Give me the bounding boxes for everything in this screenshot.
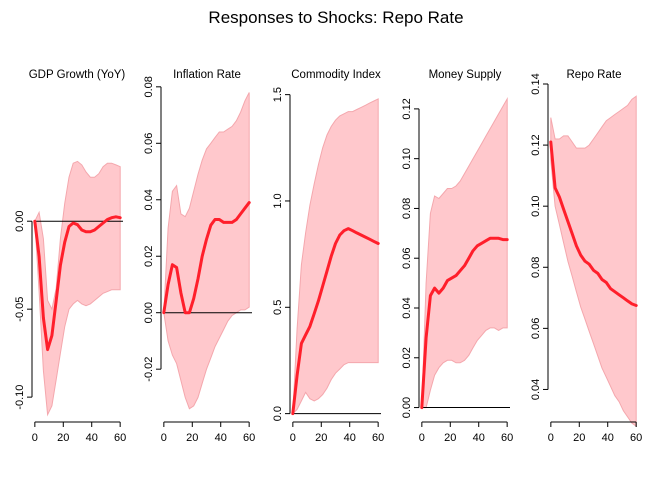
x-tick-label: 60 — [372, 432, 384, 444]
x-tick-label: 40 — [602, 432, 614, 444]
panel-title: Inflation Rate — [173, 69, 241, 81]
panel-commodity-index: Commodity Index 0.0 0.5 1.0 1.5 0 20 40 60 — [272, 69, 384, 444]
panel-title: Money Supply — [429, 69, 502, 81]
y-tick-label: 0.00 — [14, 211, 26, 232]
panel-gdp-growth: GDP Growth (YoY) -0.10 -0.05 0.00 0 20 40 60 — [14, 69, 126, 444]
response-line — [420, 236, 509, 410]
x-tick-label: 60 — [114, 432, 126, 444]
panel-repo-rate: Repo Rate 0.04 0.06 0.08 0.10 0.12 0.14 0 20 40 6… — [530, 69, 642, 444]
y-tick-label: -0.05 — [14, 297, 26, 322]
y-tick-label: 1.5 — [272, 87, 284, 102]
confidence-band — [34, 160, 121, 417]
x-tick-label: 0 — [548, 432, 554, 444]
confidence-band — [292, 98, 379, 415]
x-tick-label: 0 — [161, 432, 167, 444]
x-tick-label: 40 — [86, 432, 98, 444]
y-tick-label: 0.10 — [401, 148, 413, 169]
x-tick-label: 0 — [32, 432, 38, 444]
x-tick-label: 20 — [315, 432, 327, 444]
panel-title: GDP Growth (YoY) — [29, 69, 126, 81]
y-tick-label: 0.5 — [272, 300, 284, 315]
confidence-band — [163, 92, 250, 410]
y-tick-label: 0.08 — [530, 257, 542, 278]
x-tick-label: 40 — [473, 432, 485, 444]
x-tick-label: 20 — [573, 432, 585, 444]
response-line — [33, 215, 122, 352]
y-tick-label: 0.06 — [401, 248, 413, 269]
x-tick-label: 40 — [344, 432, 356, 444]
y-tick-label: -0.02 — [143, 357, 155, 382]
y-tick-label: 0.04 — [401, 297, 413, 318]
y-tick-label: 0.04 — [143, 189, 155, 210]
figure-title: Responses to Shocks: Repo Rate — [208, 8, 463, 27]
response-line — [291, 227, 380, 416]
x-tick-label: 60 — [501, 432, 513, 444]
y-tick-label: -0.10 — [14, 385, 26, 410]
confidence-band — [421, 97, 508, 409]
x-tick-label: 0 — [290, 432, 296, 444]
y-tick-label: 0.00 — [401, 397, 413, 418]
y-tick-label: 0.08 — [401, 198, 413, 219]
x-tick-label: 0 — [419, 432, 425, 444]
y-tick-label: 0.02 — [143, 246, 155, 267]
y-tick-label: 1.0 — [272, 193, 284, 208]
panel-title: Repo Rate — [567, 69, 622, 81]
panel-inflation-rate: Inflation Rate -0.02 0.00 0.02 0.04 0.06 0.08… — [143, 69, 255, 444]
y-tick-label: 0.08 — [143, 76, 155, 97]
y-tick-label: 0.14 — [530, 73, 542, 94]
response-line — [549, 140, 638, 307]
x-tick-label: 40 — [215, 432, 227, 444]
y-tick-label: 0.04 — [530, 379, 542, 400]
panel-title: Commodity Index — [291, 69, 381, 81]
y-tick-label: 0.06 — [530, 318, 542, 339]
y-tick-label: 0.12 — [530, 134, 542, 155]
panel-money-supply: Money Supply 0.00 0.02 0.04 0.06 0.08 0.10 0.1… — [401, 69, 513, 444]
y-tick-label: 0.00 — [143, 302, 155, 323]
y-tick-label: 0.10 — [530, 195, 542, 216]
y-tick-label: 0.0 — [272, 406, 284, 421]
x-tick-label: 60 — [630, 432, 642, 444]
x-tick-label: 20 — [186, 432, 198, 444]
response-line — [162, 201, 251, 315]
x-tick-label: 60 — [243, 432, 255, 444]
y-tick-label: 0.02 — [401, 347, 413, 368]
confidence-band — [550, 95, 637, 428]
x-tick-label: 20 — [444, 432, 456, 444]
y-tick-label: 0.12 — [401, 98, 413, 119]
y-tick-label: 0.06 — [143, 133, 155, 154]
x-tick-label: 20 — [57, 432, 69, 444]
